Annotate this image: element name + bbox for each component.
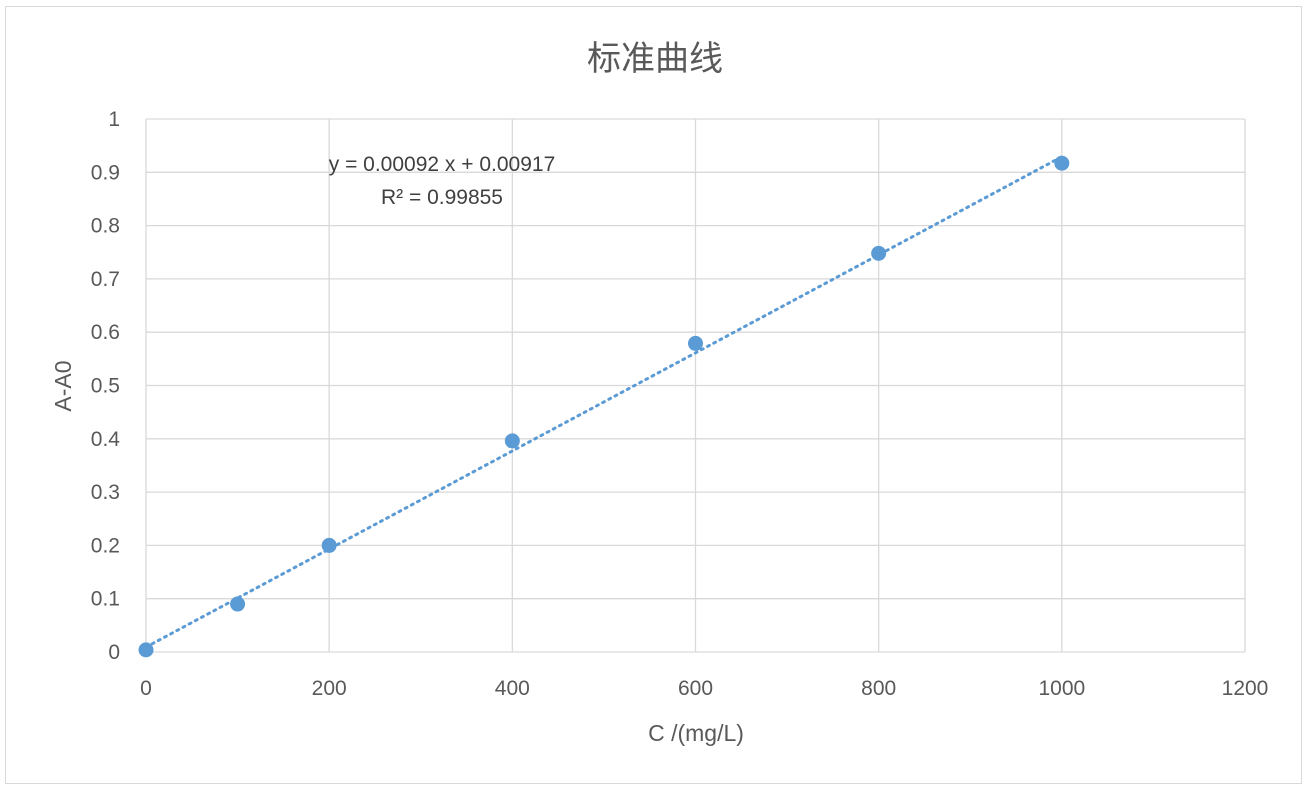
y-tick-label: 0.8 — [91, 215, 120, 238]
data-points — [138, 155, 1070, 658]
x-tick-label: 200 — [312, 677, 347, 700]
trendline — [144, 155, 1064, 649]
trendline-r-squared: R² = 0.99855 — [381, 186, 503, 209]
x-tick-label: 1200 — [1222, 677, 1269, 700]
y-tick-label: 0.9 — [91, 161, 120, 184]
y-tick-label: 0.5 — [91, 375, 120, 398]
x-axis-label: C /(mg/L) — [648, 720, 744, 746]
y-axis-label: A-A0 — [50, 360, 76, 411]
grid-lines — [145, 118, 1246, 653]
x-tick-label: 800 — [861, 677, 896, 700]
x-axis-ticks: 0 200 400 600 800 1000 1200 — [140, 677, 1268, 700]
y-tick-label: 0.6 — [91, 321, 120, 344]
y-tick-label: 0.1 — [91, 588, 120, 611]
y-tick-label: 0 — [108, 641, 120, 664]
x-tick-label: 600 — [678, 677, 713, 700]
data-point — [1054, 155, 1070, 171]
data-point — [138, 642, 154, 658]
y-tick-label: 0.2 — [91, 534, 120, 557]
data-point — [504, 433, 520, 449]
chart-title: 标准曲线 — [587, 39, 723, 79]
y-tick-label: 0.3 — [91, 481, 120, 504]
y-tick-label: 0.4 — [91, 428, 121, 451]
chart-frame — [5, 6, 1302, 784]
y-tick-label: 0.7 — [91, 268, 120, 291]
y-tick-label: 1 — [108, 108, 120, 131]
x-tick-label: 400 — [495, 677, 530, 700]
x-tick-label: 0 — [140, 677, 152, 700]
trendline-equation: y = 0.00092 x + 0.00917 — [329, 153, 556, 176]
data-point — [230, 596, 246, 612]
trendline-path — [144, 155, 1064, 649]
y-axis-ticks: 0 0.1 0.2 0.3 0.4 0.5 0.6 0.7 0.8 0.9 1 — [91, 108, 121, 664]
data-point — [321, 537, 337, 553]
x-tick-label: 1000 — [1038, 677, 1085, 700]
data-point — [688, 335, 703, 351]
data-point — [871, 245, 887, 261]
